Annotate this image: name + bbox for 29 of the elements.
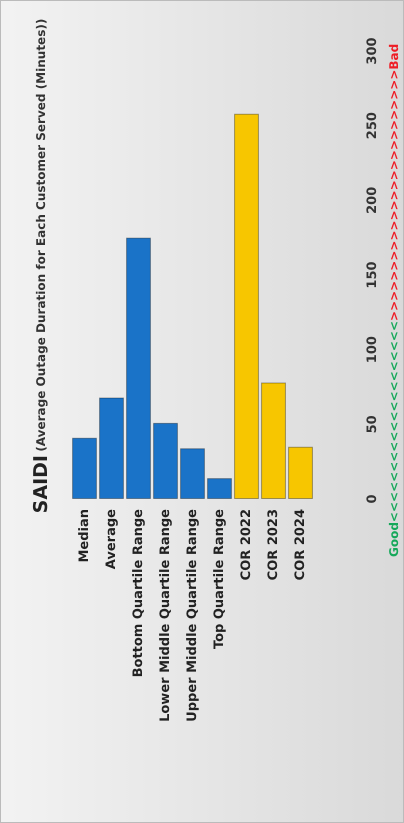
bar — [180, 448, 205, 499]
bar — [72, 438, 97, 499]
text: Good<<<<<<<<<<<<<<<<<<<< — [387, 320, 401, 557]
text: (Average Outage Duration for Each Customer Served (Minutes)) — [34, 18, 48, 452]
x-tick-label: Top Quartile Range — [212, 508, 227, 650]
bar — [99, 397, 124, 499]
x-tick-label: COR 2023 — [266, 509, 281, 580]
text: >>>>>>>>>>>>>>>>>>>>>>>>>Bad — [387, 44, 401, 321]
x-tick-label: Lower Middle Quartile Range — [158, 508, 173, 722]
bar — [261, 382, 286, 499]
x-tick-label: Average — [104, 508, 119, 570]
y-tick-label: 250 — [365, 112, 380, 140]
x-tick-label: Median — [77, 509, 92, 563]
bar — [153, 422, 178, 499]
x-tick-label: COR 2022 — [239, 509, 254, 580]
y-tick-label: 0 — [365, 494, 380, 504]
bar — [126, 238, 151, 499]
x-tick-label: COR 2024 — [293, 509, 308, 580]
y-tick-label: 100 — [365, 336, 380, 364]
text: SAIDI — [30, 455, 52, 514]
x-tick-label: Bottom Quartile Range — [131, 508, 146, 678]
bar — [207, 478, 232, 499]
y-tick-label: 300 — [365, 37, 380, 65]
y-tick-label: 150 — [365, 261, 380, 289]
y-tick-label: 50 — [365, 415, 380, 434]
y-tick-label: 200 — [365, 186, 380, 214]
x-tick-label: Upper Middle Quartile Range — [185, 508, 200, 722]
bar — [288, 446, 313, 499]
bar — [234, 114, 259, 499]
